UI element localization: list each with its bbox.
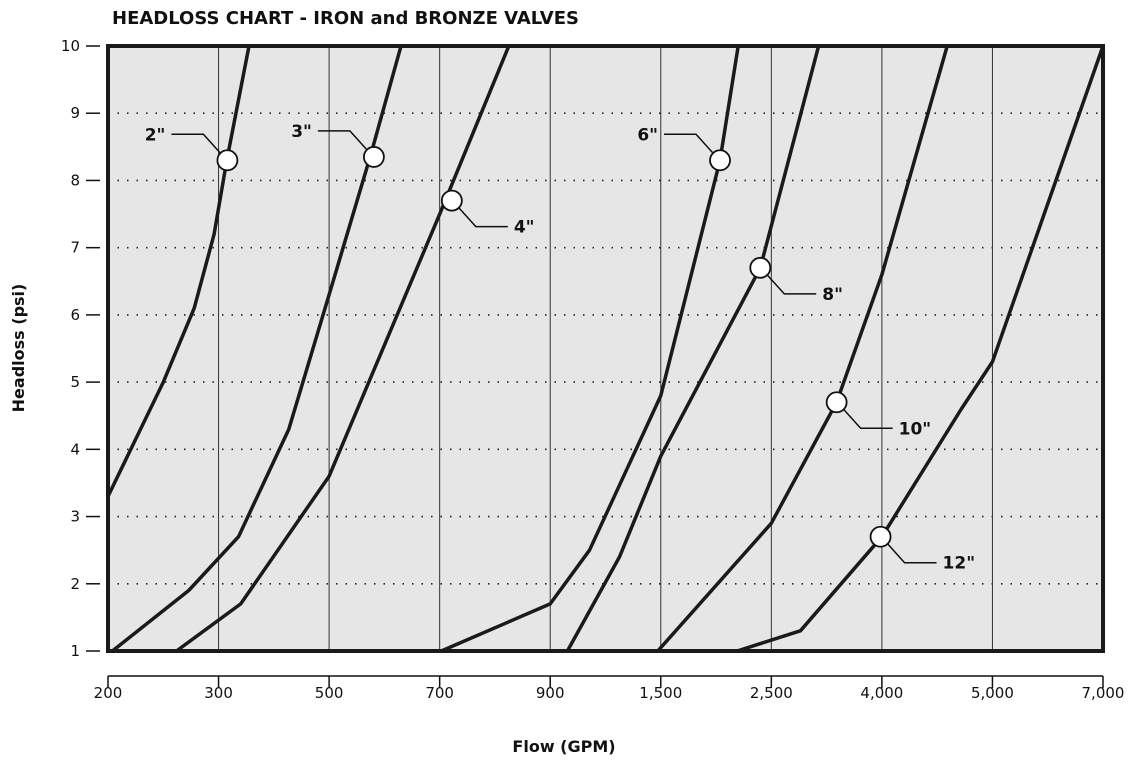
- series-label: 6": [637, 125, 658, 145]
- chart-title: HEADLOSS CHART - IRON and BRONZE VALVES: [112, 8, 579, 29]
- curve: [565, 45, 821, 652]
- callout-line: [842, 407, 893, 430]
- curve: [736, 45, 1105, 653]
- marker: [362, 146, 385, 168]
- x-tick-label: 500: [315, 684, 344, 702]
- y-tick-label: 2: [70, 575, 80, 593]
- curve: [106, 45, 251, 498]
- y-axis-label: Headloss (psi): [9, 284, 28, 413]
- y-tick-label: 7: [70, 239, 80, 257]
- plot-border: [106, 44, 1105, 653]
- x-tick-label: 200: [94, 684, 123, 702]
- x-tick-label: 300: [204, 684, 233, 702]
- plot-area: [108, 46, 1103, 651]
- marker: [216, 149, 239, 172]
- marker: [440, 189, 463, 212]
- callout-line: [171, 133, 222, 155]
- x-tick-label: 2,500: [750, 684, 793, 702]
- x-axis-label: Flow (GPM): [512, 737, 615, 756]
- callout-line: [457, 206, 508, 228]
- y-tick-label: 10: [61, 37, 80, 55]
- series-label: 4": [514, 218, 535, 238]
- callout-line: [886, 542, 937, 564]
- y-tick-label: 8: [70, 171, 80, 189]
- x-tick-label: 7,000: [1082, 684, 1125, 702]
- x-tick-label: 4,000: [860, 684, 903, 702]
- y-tick-label: 6: [70, 306, 80, 324]
- marker: [869, 525, 892, 548]
- callout-line: [664, 133, 715, 155]
- x-tick-label: 1,500: [639, 684, 682, 702]
- x-tick-label: 700: [425, 684, 454, 702]
- callout-line: [765, 273, 817, 295]
- y-tick-label: 4: [70, 440, 80, 458]
- marker: [749, 256, 772, 279]
- y-tick-label: 5: [70, 373, 80, 391]
- series-label: 3": [291, 122, 312, 142]
- y-tick-label: 1: [70, 642, 80, 660]
- series-label: 8": [822, 285, 843, 305]
- x-tick-label: 5,000: [971, 684, 1014, 702]
- series-label: 2": [145, 125, 166, 145]
- callout-line: [317, 130, 369, 152]
- marker: [825, 391, 848, 414]
- y-tick-label: 3: [70, 508, 80, 526]
- series-label: 10": [899, 419, 932, 439]
- y-tick-label: 9: [70, 104, 80, 122]
- marker: [709, 149, 731, 172]
- curve: [175, 45, 511, 653]
- curve: [440, 45, 740, 653]
- series-label: 12": [943, 554, 976, 574]
- x-tick-label: 900: [536, 684, 565, 702]
